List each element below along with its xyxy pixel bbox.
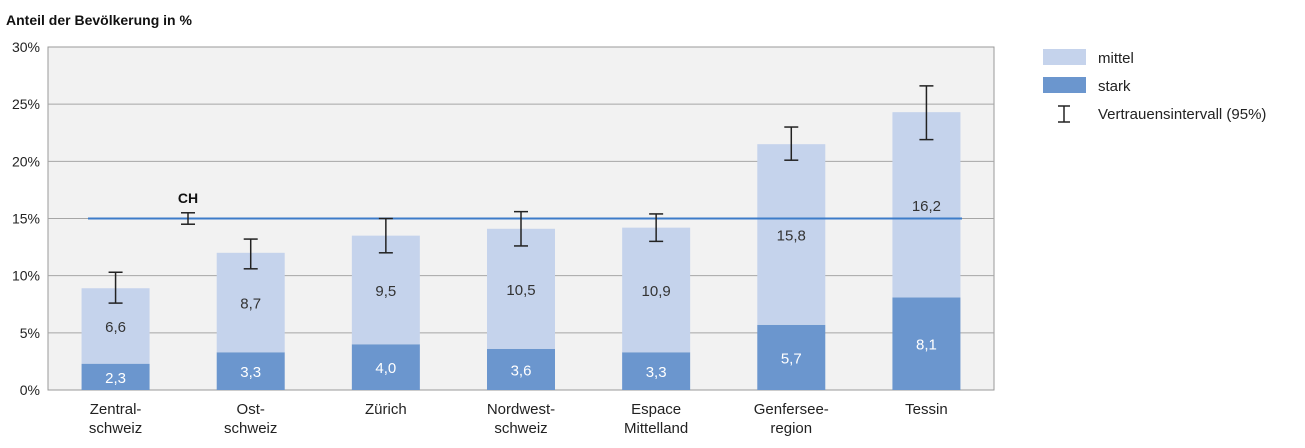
data-label-mittel: 10,9 bbox=[642, 283, 671, 300]
category-label: Espace bbox=[631, 401, 681, 418]
category-label: Tessin bbox=[905, 401, 948, 418]
category-label: Zürich bbox=[365, 401, 407, 418]
category-label: Zentral- bbox=[90, 401, 142, 418]
category-label: Ost- bbox=[237, 401, 265, 418]
bar-stark bbox=[216, 352, 285, 390]
data-label-mittel: 9,5 bbox=[375, 283, 396, 300]
y-tick-label: 30% bbox=[12, 39, 40, 55]
bar-stark bbox=[351, 344, 420, 390]
bar-mittel bbox=[892, 112, 961, 298]
bar-mittel bbox=[351, 235, 420, 345]
data-label-stark: 3,6 bbox=[511, 362, 532, 379]
legend-ci-icon bbox=[1058, 105, 1070, 123]
legend-label-ci: Vertrauensintervall (95%) bbox=[1098, 106, 1266, 123]
y-tick-label: 10% bbox=[12, 268, 40, 284]
bar-mittel bbox=[757, 144, 826, 325]
reference-line-ch: CH bbox=[88, 190, 962, 225]
bar-mittel bbox=[487, 228, 555, 349]
bar-stark bbox=[757, 324, 826, 390]
category-label: schweiz bbox=[89, 420, 142, 437]
legend-swatch-mittel bbox=[1043, 49, 1086, 65]
category-label: schweiz bbox=[494, 420, 547, 437]
data-label-mittel: 15,8 bbox=[777, 228, 806, 245]
bar-stark bbox=[487, 348, 555, 390]
data-label-stark: 8,1 bbox=[916, 337, 937, 354]
data-label-stark: 5,7 bbox=[781, 350, 802, 367]
bar-stark bbox=[622, 352, 691, 390]
y-axis-title: Anteil der Bevölkerung in % bbox=[6, 12, 192, 28]
data-label-mittel: 8,7 bbox=[240, 296, 261, 313]
legend-swatch-stark bbox=[1043, 77, 1086, 93]
confidence-intervals bbox=[108, 85, 934, 304]
category-label: region bbox=[770, 420, 812, 437]
bar-stark bbox=[81, 363, 150, 390]
data-label-mittel: 6,6 bbox=[105, 319, 126, 336]
category-label: Genfersee- bbox=[754, 401, 829, 418]
data-label-stark: 2,3 bbox=[105, 370, 126, 387]
legend-label-stark: stark bbox=[1098, 78, 1131, 95]
bar-stark bbox=[892, 297, 961, 390]
legend-label-mittel: mittel bbox=[1098, 50, 1134, 67]
category-label: Nordwest- bbox=[487, 401, 555, 418]
category-label: schweiz bbox=[224, 420, 277, 437]
data-label-mittel: 16,2 bbox=[912, 198, 941, 215]
category-labels: Zentral-schweiz Ost-schweiz Zürich Nordwest… bbox=[89, 401, 948, 437]
y-tick-label: 25% bbox=[12, 96, 40, 112]
data-label-stark: 3,3 bbox=[646, 364, 667, 381]
y-tick-label: 20% bbox=[12, 153, 40, 169]
legend: mittel stark Vertrauensintervall (95%) bbox=[1043, 49, 1266, 123]
data-label-stark: 4,0 bbox=[375, 360, 396, 377]
y-axis-ticks: 0% 5% 10% 15% 20% 25% 30% bbox=[12, 39, 40, 398]
y-tick-label: 5% bbox=[20, 325, 40, 341]
bar-mittel bbox=[622, 227, 691, 353]
data-label-mittel: 10,5 bbox=[506, 282, 535, 299]
reference-label: CH bbox=[178, 190, 198, 206]
y-tick-label: 15% bbox=[12, 211, 40, 227]
category-label: Mittelland bbox=[624, 420, 688, 437]
data-label-stark: 3,3 bbox=[240, 364, 261, 381]
y-tick-label: 0% bbox=[20, 382, 40, 398]
